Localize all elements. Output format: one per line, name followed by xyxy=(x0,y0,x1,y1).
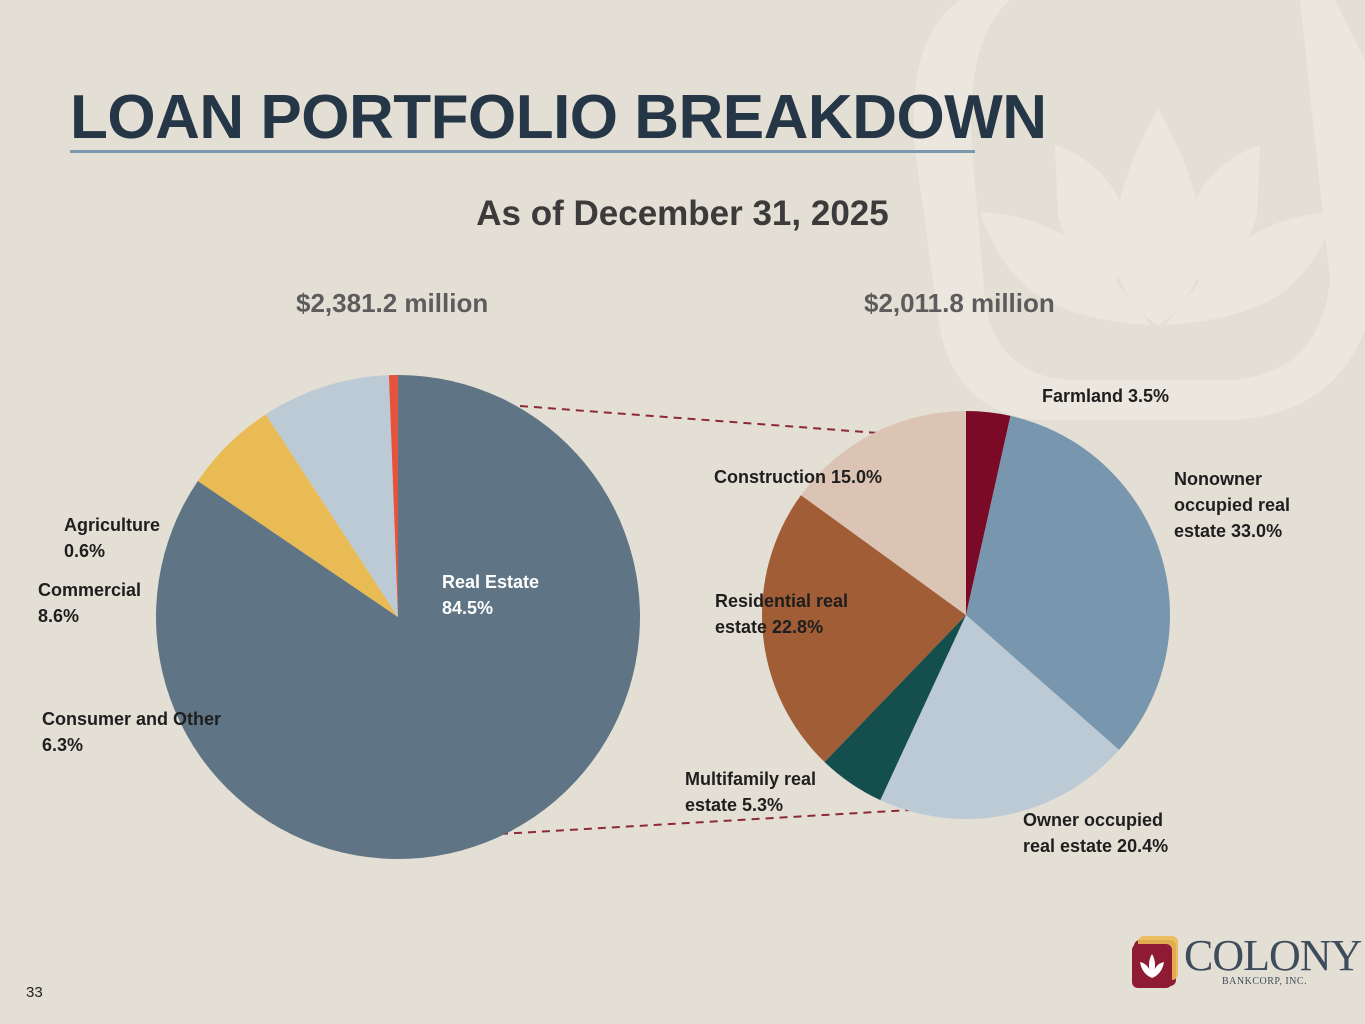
label-line: Owner occupied xyxy=(1023,810,1163,830)
right-pie-label-nonowner-occupied-real-estate: Nonowner occupied real estate 33.0% xyxy=(1174,469,1290,541)
title-underline xyxy=(70,150,975,153)
connector-line-top xyxy=(519,405,879,434)
label-line: Consumer and Other xyxy=(42,709,221,729)
right-pie-slice-nonowner-occupied-real-estate xyxy=(966,415,1171,750)
label-line: estate 33.0% xyxy=(1174,521,1282,541)
label-line: 84.5% xyxy=(442,598,493,618)
right-pie-slice-farmland xyxy=(966,411,1011,615)
label-line: estate 5.3% xyxy=(685,795,783,815)
connector-line-bottom xyxy=(499,809,911,835)
colony-logo-icon xyxy=(1132,936,1178,988)
page-number: 33 xyxy=(26,984,43,1001)
left-pie-label-real-estate: Real Estate 84.5% xyxy=(442,572,539,618)
left-pie-slice-commercial xyxy=(265,375,398,617)
left-pie-slice-consumer-and-other xyxy=(197,414,398,617)
left-pie-slice-real-estate xyxy=(156,374,641,860)
label-line: Agriculture xyxy=(64,515,160,535)
right-pie-label-construction: Construction 15.0% xyxy=(714,467,882,487)
slice-labels: Real Estate 84.5%Consumer and Other 6.3%Co… xyxy=(38,386,1290,856)
logo-subtext: BANKCORP, INC. xyxy=(1222,976,1308,987)
right-pie-slice-owner-occupied-real-estate xyxy=(880,615,1120,820)
label-line: real estate 20.4% xyxy=(1023,836,1168,856)
right-pie-slice-multifamily-real-estate xyxy=(824,615,966,801)
right-pie-slice-construction xyxy=(800,411,966,615)
label-line: Construction 15.0% xyxy=(714,467,882,487)
label-line: 8.6% xyxy=(38,606,79,626)
label-line: 0.6% xyxy=(64,541,105,561)
left-pie-label-agriculture: Agriculture 0.6% xyxy=(64,515,160,561)
label-line: estate 22.8% xyxy=(715,617,823,637)
left-pie-label-commercial: Commercial 8.6% xyxy=(38,580,141,626)
label-line: Commercial xyxy=(38,580,141,600)
left-pie-slice-agriculture xyxy=(388,375,398,617)
slide-subtitle: As of December 31, 2025 xyxy=(476,194,889,233)
left-pie xyxy=(156,374,641,860)
right-pie-label-owner-occupied-real-estate: Owner occupied real estate 20.4% xyxy=(1023,810,1168,856)
slide-title: LOAN PORTFOLIO BREAKDOWN xyxy=(70,83,1047,152)
right-pie-label-multifamily-real-estate: Multifamily real estate 5.3% xyxy=(685,769,816,815)
right-pie-total: $2,011.8 million xyxy=(864,288,1055,318)
label-line: Nonowner xyxy=(1174,469,1262,489)
label-line: 6.3% xyxy=(42,735,83,755)
left-pie-total: $2,381.2 million xyxy=(296,288,489,318)
right-pie-label-farmland: Farmland 3.5% xyxy=(1042,386,1169,406)
label-line: Multifamily real xyxy=(685,769,816,789)
label-line: Residential real xyxy=(715,591,848,611)
right-pie-label-residential-real-estate: Residential real estate 22.8% xyxy=(715,591,848,637)
label-line: Real Estate xyxy=(442,572,539,592)
left-pie-label-consumer-and-other: Consumer and Other 6.3% xyxy=(42,709,221,755)
label-line: occupied real xyxy=(1174,495,1290,515)
right-pie-slice-residential-real-estate xyxy=(761,495,966,762)
logo-wordmark: COLONY xyxy=(1184,931,1362,980)
label-line: Farmland 3.5% xyxy=(1042,386,1169,406)
colony-logo: COLONY BANKCORP, INC. xyxy=(1130,930,1362,990)
right-pie xyxy=(761,411,1171,820)
